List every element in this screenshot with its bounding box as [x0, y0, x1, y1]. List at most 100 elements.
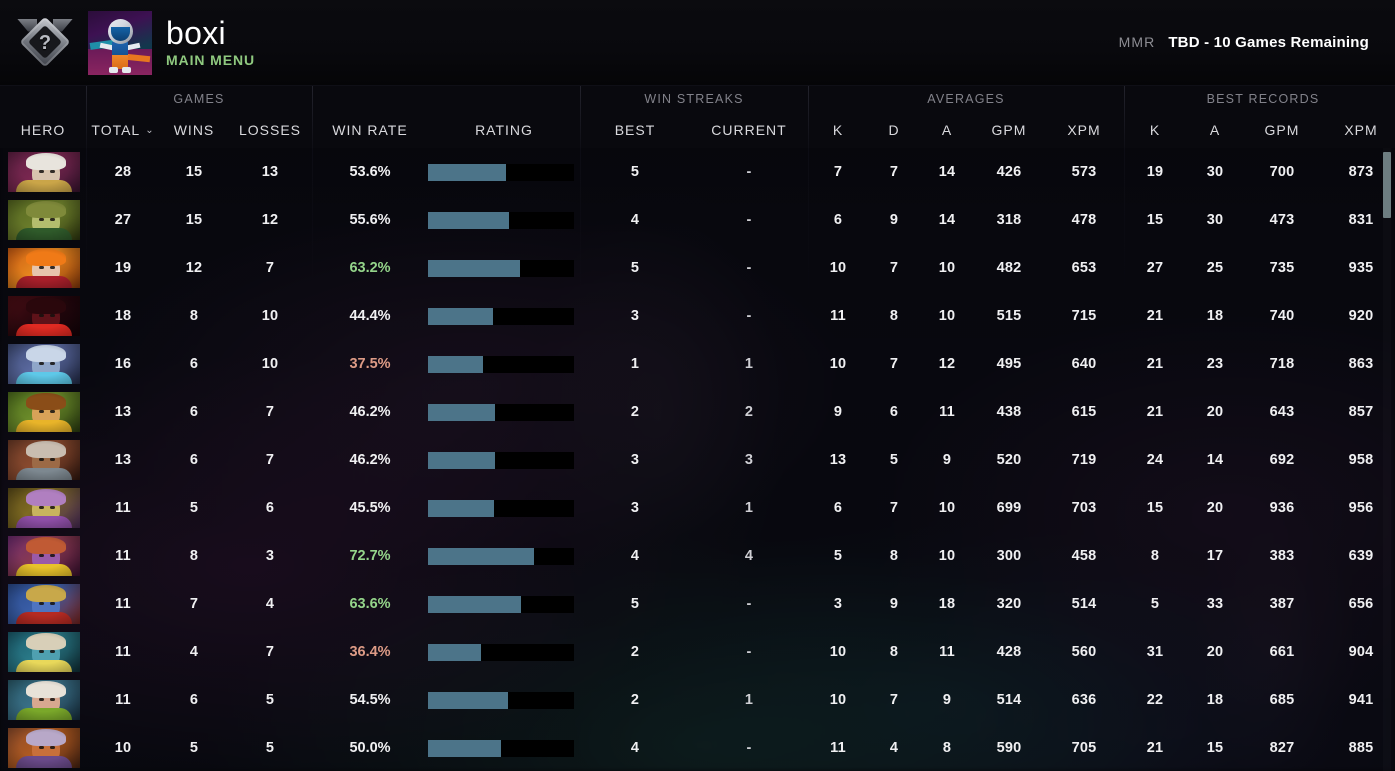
- cell-rating: [428, 451, 580, 469]
- hero-cell[interactable]: [0, 152, 86, 192]
- cell-games-wins: 15: [185, 164, 203, 180]
- column-group-primary-2: WIN RATE RATING: [312, 86, 580, 148]
- table-row[interactable]: 13 6 7 46.2% 3 3 13 5 9 520 719 24 14 692 958: [0, 436, 1395, 484]
- cell-avg-assists: 11: [939, 404, 955, 420]
- table-row[interactable]: 11 7 4 63.6% 5-3 9 18 320 514 5 33 387 656: [0, 580, 1395, 628]
- vertical-scrollbar[interactable]: [1383, 148, 1391, 771]
- cell-avg-deaths: 6: [889, 404, 899, 420]
- table-row[interactable]: 16 6 10 37.5% 1 1 10 7 12 495 640 21 23 718 863: [0, 340, 1395, 388]
- table-row[interactable]: 27 15 12 55.6% 4-6 9 14 318 478 15 30 473 831: [0, 196, 1395, 244]
- cell-avg-gpm: 426: [996, 164, 1022, 180]
- column-header-total[interactable]: TOTAL ⌄: [86, 122, 160, 138]
- cell-best-kills: 21: [1146, 740, 1164, 756]
- hero-portrait-slark[interactable]: [8, 632, 80, 672]
- table-row[interactable]: 28 15 13 53.6% 5-7 7 14 426 573 19 30 700 873: [0, 148, 1395, 196]
- cell-best-gpm: 718: [1269, 356, 1295, 372]
- column-group-headers: BEST CURRENT: [580, 112, 808, 148]
- cell-games-losses: 7: [265, 260, 275, 276]
- hero-portrait-anti-mage[interactable]: [8, 728, 80, 768]
- hero-portrait-lycan[interactable]: [8, 440, 80, 480]
- cell-streak-best: 4: [630, 740, 640, 756]
- table-row[interactable]: 11 5 6 45.5% 3 1 6 7 10 699 703 15 20 936 956: [0, 484, 1395, 532]
- cell-streak-best: 5: [630, 164, 640, 180]
- hero-cell[interactable]: [0, 536, 86, 576]
- chevron-down-icon[interactable]: ⌄: [145, 125, 155, 136]
- rating-bar-track: [428, 451, 574, 469]
- cell-games-total: 27: [114, 212, 132, 228]
- table-row[interactable]: 11 4 7 36.4% 2-10 8 11 428 560 31 20 661 904: [0, 628, 1395, 676]
- hero-portrait-techies[interactable]: [8, 488, 80, 528]
- column-header-wins[interactable]: WINS: [160, 122, 228, 138]
- hero-cell[interactable]: [0, 584, 86, 624]
- hero-portrait-vignette: [8, 680, 80, 720]
- hero-portrait-sniper[interactable]: [8, 680, 80, 720]
- hero-portrait-nyx-assassin[interactable]: [8, 296, 80, 336]
- hero-cell[interactable]: [0, 248, 86, 288]
- column-header-d[interactable]: D: [868, 122, 920, 138]
- scrollbar-thumb[interactable]: [1383, 151, 1391, 218]
- column-header-gpm[interactable]: GPM: [974, 122, 1044, 138]
- cell-avg-kills: 5: [833, 548, 843, 564]
- cell-games-wins: 6: [189, 356, 199, 372]
- hero-portrait-lina[interactable]: [8, 248, 80, 288]
- column-header-k[interactable]: K: [1124, 122, 1186, 138]
- main-menu-label[interactable]: MAIN MENU: [166, 52, 255, 69]
- column-header-gpm[interactable]: GPM: [1244, 122, 1320, 138]
- rating-bar-track: [428, 163, 574, 181]
- table-row[interactable]: 10 5 5 50.0% 4-11 4 8 590 705 21 15 827 885: [0, 724, 1395, 771]
- cell-games-wins: 5: [189, 740, 199, 756]
- player-avatar-icon[interactable]: [88, 10, 152, 75]
- column-header-k[interactable]: K: [808, 122, 868, 138]
- column-group-headers: WIN RATE RATING: [312, 112, 580, 148]
- hero-portrait-monkey-king[interactable]: [8, 392, 80, 432]
- cell-rating: [428, 499, 580, 517]
- column-header-a[interactable]: A: [920, 122, 974, 138]
- hero-cell[interactable]: [0, 632, 86, 672]
- hero-portrait-vignette: [8, 536, 80, 576]
- cell-avg-kills: 10: [829, 692, 847, 708]
- column-header-label: WIN RATE: [332, 122, 408, 138]
- table-row[interactable]: 13 6 7 46.2% 2 2 9 6 11 438 615 21 20 643 857: [0, 388, 1395, 436]
- cell-best-kills: 27: [1146, 260, 1164, 276]
- table-row[interactable]: 18 8 10 44.4% 3-11 8 10 515 715 21 18 740 920: [0, 292, 1395, 340]
- hero-portrait-ogre-magi[interactable]: [8, 584, 80, 624]
- cell-best-kills: 15: [1146, 212, 1164, 228]
- table-row[interactable]: 11 6 5 54.5% 2 1 10 7 9 514 636 22 18 685 941: [0, 676, 1395, 724]
- cell-avg-kills: 10: [829, 260, 847, 276]
- column-header-xpm[interactable]: XPM: [1044, 122, 1124, 138]
- hero-cell[interactable]: [0, 296, 86, 336]
- column-header-a[interactable]: A: [1186, 122, 1244, 138]
- column-header-best[interactable]: BEST: [580, 122, 690, 138]
- hero-portrait-lion[interactable]: [8, 536, 80, 576]
- hero-portrait-invoker[interactable]: [8, 152, 80, 192]
- cell-avg-gpm: 482: [996, 260, 1022, 276]
- rating-bar-fill: [428, 643, 482, 661]
- hero-cell[interactable]: [0, 440, 86, 480]
- hero-cell[interactable]: [0, 728, 86, 768]
- hero-cell[interactable]: [0, 488, 86, 528]
- column-header-losses[interactable]: LOSSES: [228, 122, 312, 138]
- hero-cell[interactable]: [0, 680, 86, 720]
- hero-cell[interactable]: [0, 392, 86, 432]
- column-header-xpm[interactable]: XPM: [1320, 122, 1395, 138]
- column-header-current[interactable]: CURRENT: [690, 122, 808, 138]
- cell-games-losses: 7: [265, 404, 275, 420]
- hero-stats-table-body[interactable]: 28 15 13 53.6% 5-7 7 14 426 573 19 30 700 873 27 15 12 5…: [0, 148, 1395, 771]
- hero-cell[interactable]: [0, 344, 86, 384]
- column-header-rating[interactable]: RATING: [428, 122, 580, 138]
- table-row[interactable]: 11 8 3 72.7% 4 4 5 8 10 300 458 8 17 383 639: [0, 532, 1395, 580]
- cell-avg-gpm: 300: [996, 548, 1022, 564]
- hero-portrait-vignette: [8, 152, 80, 192]
- hero-portrait-vignette: [8, 632, 80, 672]
- hero-cell[interactable]: [0, 200, 86, 240]
- cell-rating: [428, 307, 580, 325]
- table-row[interactable]: 19 12 7 63.2% 5-10 7 10 482 653 27 25 735 935: [0, 244, 1395, 292]
- cell-games-wins: 6: [189, 692, 199, 708]
- hero-portrait-tinker[interactable]: [8, 344, 80, 384]
- hero-portrait-pudge[interactable]: [8, 200, 80, 240]
- column-header-hero[interactable]: HERO: [0, 122, 86, 138]
- cell-streak-current: -: [746, 644, 752, 660]
- column-header-win-rate[interactable]: WIN RATE: [312, 122, 428, 138]
- rank-medal-unranked-icon[interactable]: ?: [16, 14, 74, 72]
- cell-best-gpm: 936: [1269, 500, 1295, 516]
